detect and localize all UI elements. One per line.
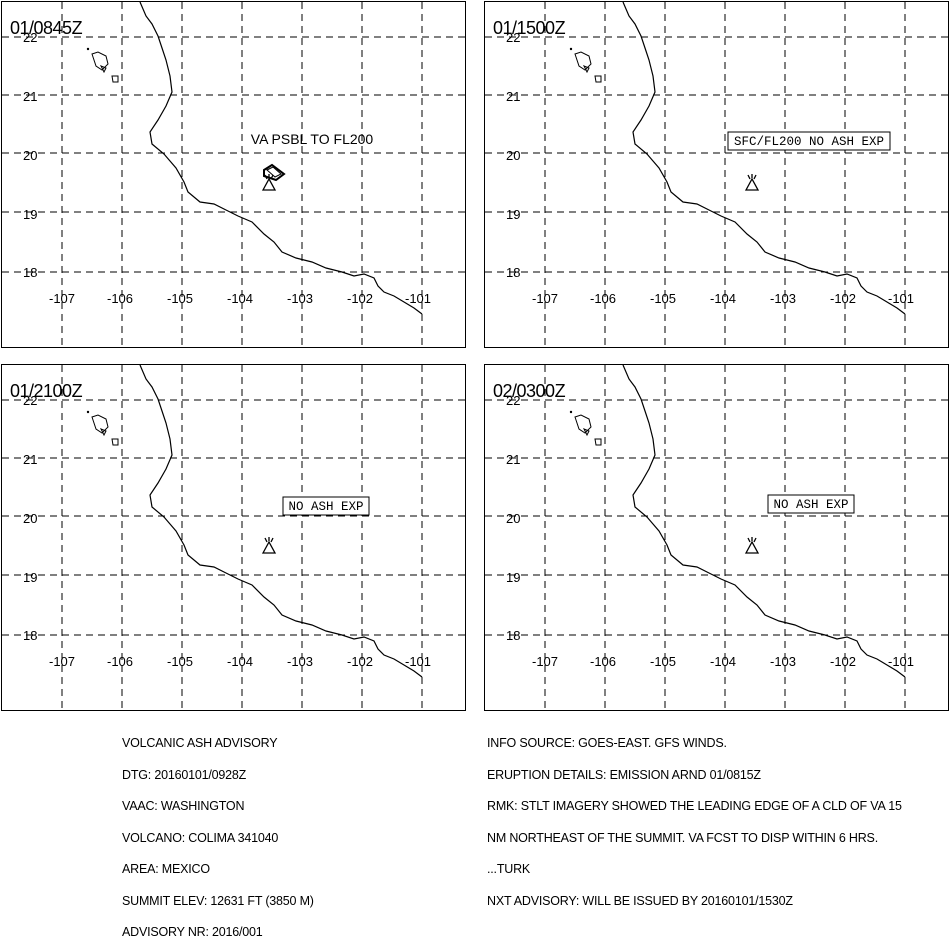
lat-label: 21 (23, 89, 37, 104)
lat-label: 21 (23, 452, 37, 467)
lon-label: -102 (830, 291, 856, 306)
ash-forecast-label: NO ASH EXP (773, 498, 848, 512)
ash-forecast-label: NO ASH EXP (288, 500, 363, 514)
volcano-icon (746, 537, 758, 553)
lon-label: -102 (347, 654, 373, 669)
lat-label: 19 (23, 570, 37, 585)
ash-forecast-label: SFC/FL200 NO ASH EXP (734, 135, 884, 149)
advisory-line: VOLCANO: COLIMA 341040 (122, 833, 314, 844)
lon-label: -104 (227, 654, 253, 669)
lon-label: -104 (710, 291, 736, 306)
lon-label: -102 (347, 291, 373, 306)
advisory-line: DTG: 20160101/0928Z (122, 770, 314, 781)
lon-label: -105 (650, 291, 676, 306)
lon-label: -104 (227, 291, 253, 306)
lon-label: -103 (770, 654, 796, 669)
panel-time-label: 01/2100Z (10, 382, 82, 400)
lat-label: 20 (23, 148, 37, 163)
advisory-line: ADVISORY NR: 2016/001 (122, 927, 314, 938)
map-canvas: 22 21 20 19 18 -107 -106 -105 -104 -103 -102 -101 NO… (485, 365, 949, 711)
island-outline (575, 415, 591, 433)
advisory-line: VAAC: WASHINGTON (122, 801, 314, 812)
lat-label: 21 (506, 89, 520, 104)
lat-label: 20 (506, 511, 520, 526)
advisory-line: NXT ADVISORY: WILL BE ISSUED BY 20160101… (487, 896, 902, 907)
advisory-line: ...TURK (487, 864, 902, 875)
lon-label: -101 (888, 654, 914, 669)
map-canvas: 22 21 20 19 18 -107 -106 -105 -104 -103 -102 -101 NO… (2, 365, 466, 711)
map-canvas: 22 21 20 19 18 -107 -106 -105 -104 -103 -102 -101 SF… (485, 2, 949, 348)
panel-time-label: 02/0300Z (493, 382, 565, 400)
lon-label: -106 (107, 654, 133, 669)
volcano-icon (263, 537, 275, 553)
lon-label: -107 (532, 654, 558, 669)
advisory-line: RMK: STLT IMAGERY SHOWED THE LEADING EDG… (487, 801, 902, 812)
island-outline (575, 52, 591, 70)
lon-label: -107 (532, 291, 558, 306)
lon-label: -106 (107, 291, 133, 306)
lon-label: -101 (405, 654, 431, 669)
map-panel-4: 22 21 20 19 18 -107 -106 -105 -104 -103 -102 -101 NO… (484, 364, 949, 711)
islet-dot (570, 48, 572, 50)
lon-label: -103 (287, 654, 313, 669)
volcano-triangle (263, 179, 275, 190)
lat-label: 18 (506, 265, 520, 280)
panel-time-label: 01/1500Z (493, 19, 565, 37)
lat-label: 18 (23, 628, 37, 643)
islet-dot (570, 411, 572, 413)
island-outline (112, 76, 118, 82)
lon-label: -106 (590, 654, 616, 669)
lat-label: 19 (506, 570, 520, 585)
volcano-icon (746, 174, 758, 190)
lon-label: -107 (49, 291, 75, 306)
lon-label: -103 (287, 291, 313, 306)
lon-label: -105 (650, 654, 676, 669)
advisory-line: VOLCANIC ASH ADVISORY (122, 738, 314, 749)
lon-label: -103 (770, 291, 796, 306)
lat-label: 20 (23, 511, 37, 526)
island-outline (112, 439, 118, 445)
lon-label: -101 (888, 291, 914, 306)
lon-label: -105 (167, 291, 193, 306)
lat-label: 19 (23, 207, 37, 222)
island-outline (595, 439, 601, 445)
map-panel-2: 22 21 20 19 18 -107 -106 -105 -104 -103 -102 -101 SF… (484, 1, 949, 348)
volcano-triangle (263, 542, 275, 553)
panel-time-label: 01/0845Z (10, 19, 82, 37)
lon-label: -101 (405, 291, 431, 306)
island-outline (595, 76, 601, 82)
advisory-line: INFO SOURCE: GOES-EAST. GFS WINDS. (487, 738, 902, 749)
lat-label: 19 (506, 207, 520, 222)
advisory-line: ERUPTION DETAILS: EMISSION ARND 01/0815Z (487, 770, 902, 781)
map-panel-3: 22 21 20 19 18 -107 -106 -105 -104 -103 -102 -101 NO… (1, 364, 466, 711)
advisory-line: SUMMIT ELEV: 12631 FT (3850 M) (122, 896, 314, 907)
lat-label: 18 (506, 628, 520, 643)
volcano-triangle (746, 179, 758, 190)
advisory-line: AREA: MEXICO (122, 864, 314, 875)
islet-dot (87, 48, 89, 50)
lat-label: 21 (506, 452, 520, 467)
map-canvas: 22 21 20 19 18 -107 -106 -105 -104 -103 -102 -101 VA… (2, 2, 466, 348)
lon-label: -102 (830, 654, 856, 669)
island-outline (92, 52, 108, 70)
lat-label: 18 (23, 265, 37, 280)
advisory-info-left: VOLCANIC ASH ADVISORY DTG: 20160101/0928… (122, 717, 314, 948)
volcano-triangle (746, 542, 758, 553)
lon-label: -107 (49, 654, 75, 669)
island-outline (92, 415, 108, 433)
map-panel-1: 22 21 20 19 18 -107 -106 -105 -104 -103 -102 -101 VA… (1, 1, 466, 348)
advisory-info-right: INFO SOURCE: GOES-EAST. GFS WINDS. ERUPT… (487, 717, 902, 917)
advisory-line: NM NORTHEAST OF THE SUMMIT. VA FCST TO D… (487, 833, 902, 844)
ash-forecast-label: VA PSBL TO FL200 (251, 131, 374, 147)
lon-label: -106 (590, 291, 616, 306)
lat-label: 20 (506, 148, 520, 163)
islet-dot (87, 411, 89, 413)
lon-label: -105 (167, 654, 193, 669)
lon-label: -104 (710, 654, 736, 669)
